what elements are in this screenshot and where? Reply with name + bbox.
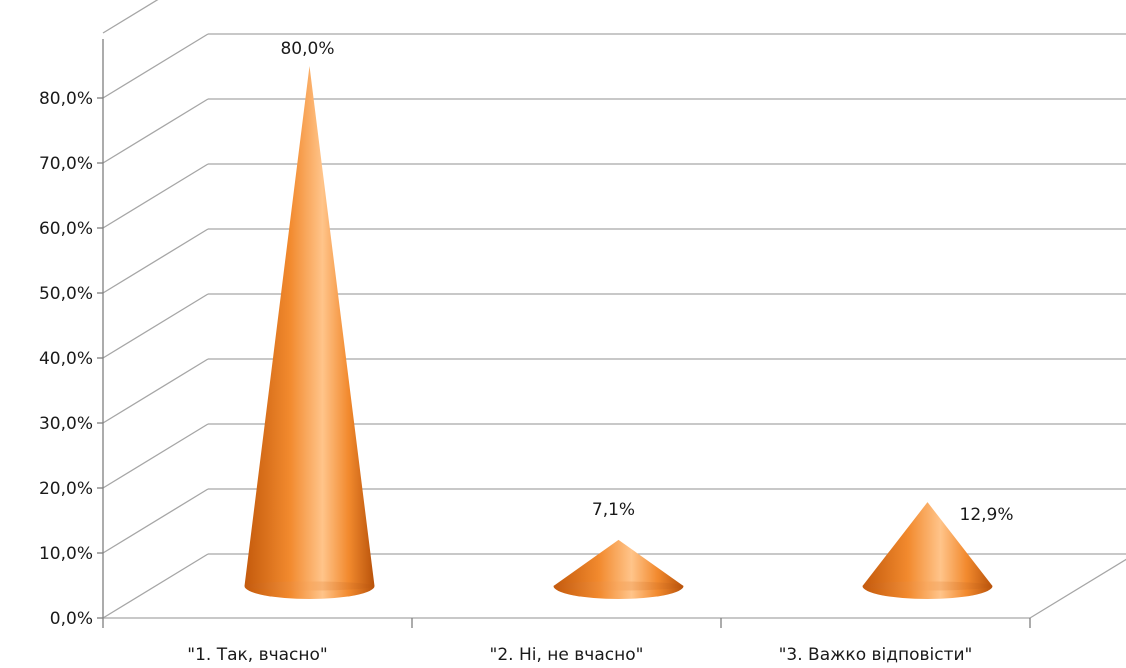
data-label: 80,0% [280, 39, 334, 59]
x-category-label: "1. Так, вчасно" [187, 645, 327, 664]
gridline-diagonal [102, 33, 209, 99]
axes [97, 39, 1031, 628]
x-category-label: "2. Ні, не вчасно" [490, 645, 644, 664]
gridline-diagonal [102, 423, 209, 489]
cones [244, 66, 993, 599]
y-tick-label: 70,0% [39, 154, 93, 174]
gridlines [102, 0, 1126, 619]
labels: 0,0% 10,0% 20,0% 30,0% 40,0% 50,0% 60,0% 70,0% 8… [39, 39, 1014, 665]
cone-base [244, 581, 375, 591]
cone-mark [862, 502, 993, 599]
cone-base [862, 581, 993, 591]
gridline-diagonal [102, 98, 209, 164]
y-tick-label: 0,0% [50, 609, 93, 629]
gridline-diagonal [102, 358, 209, 424]
y-tick-label: 10,0% [39, 544, 93, 564]
y-tick-label: 60,0% [39, 219, 93, 239]
gridline-diagonal [102, 293, 209, 359]
y-tick-label: 50,0% [39, 284, 93, 304]
gridline-diagonal [102, 553, 209, 619]
data-label: 12,9% [960, 505, 1014, 525]
cone-mark [244, 66, 375, 599]
y-tick-label: 30,0% [39, 414, 93, 434]
cone-base [553, 581, 684, 591]
floor-right-edge [1029, 558, 1126, 619]
y-tick-label: 80,0% [39, 89, 93, 109]
gridline-diagonal [102, 228, 209, 294]
gridline-diagonal [102, 0, 159, 34]
gridline-diagonal [102, 163, 209, 229]
y-tick-label: 20,0% [39, 479, 93, 499]
gridline-diagonal [102, 488, 209, 554]
y-tick-label: 40,0% [39, 349, 93, 369]
x-category-label: "3. Важко відповісти" [779, 645, 973, 664]
data-label: 7,1% [592, 500, 635, 520]
